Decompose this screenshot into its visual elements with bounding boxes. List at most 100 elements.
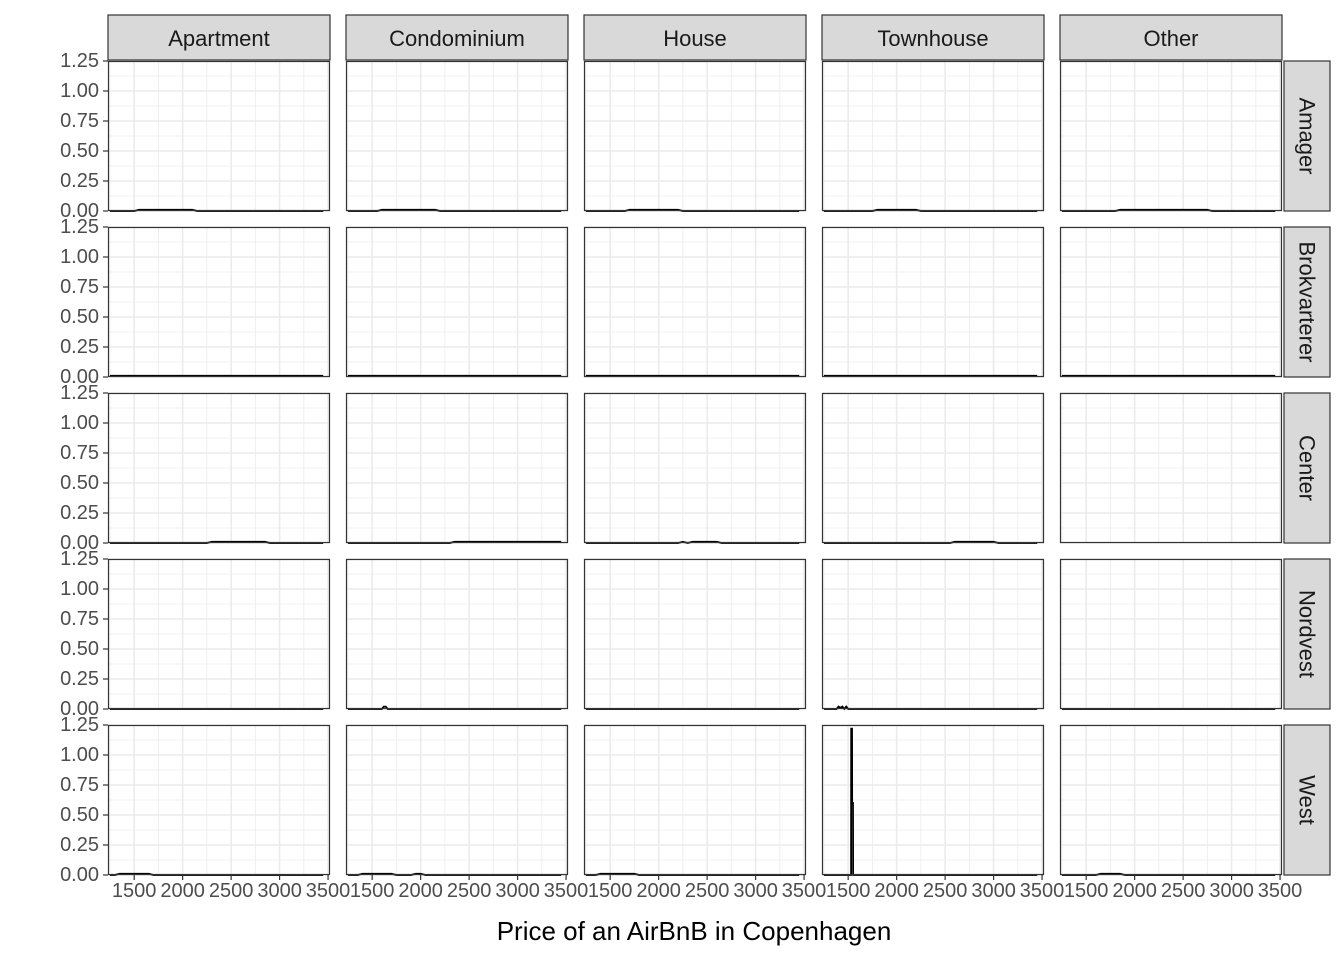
row-strip-label: West — [1295, 775, 1320, 825]
x-tick-label: 1500 — [1064, 880, 1109, 902]
panel-border — [1059, 558, 1283, 710]
panel-other-amager — [1059, 60, 1283, 212]
y-tick-label: 0.75 — [60, 608, 99, 630]
y-tick-label: 1.25 — [60, 382, 99, 404]
x-tick-label: 3000 — [971, 880, 1016, 902]
y-tick-label: 1.00 — [60, 578, 99, 600]
axis-layer: 0.000.250.500.751.001.250.000.250.500.75… — [60, 50, 1302, 902]
x-tick-label: 3500 — [782, 880, 827, 902]
x-tick-label: 2500 — [209, 880, 254, 902]
column-strip-background — [107, 14, 331, 61]
panel-border — [1059, 392, 1283, 544]
y-tick-label: 0.75 — [60, 442, 99, 464]
x-tick-label: 1500 — [588, 880, 633, 902]
panel-other-nordvest — [1059, 558, 1283, 710]
row-strip-background — [1283, 558, 1331, 710]
x-tick-label: 2500 — [923, 880, 968, 902]
panel-border — [107, 60, 331, 212]
panel-house-brokvarterer — [583, 226, 807, 378]
x-tick-label: 1500 — [350, 880, 395, 902]
x-tick-label: 2500 — [685, 880, 730, 902]
y-tick-label: 0.75 — [60, 774, 99, 796]
column-strip-condominium: Condominium — [345, 14, 569, 61]
panel-condominium-amager — [345, 60, 569, 212]
y-tick-label: 0.50 — [60, 638, 99, 660]
x-tick-label: 3500 — [544, 880, 589, 902]
panel-apartment-west — [107, 724, 331, 876]
panel-border — [107, 558, 331, 710]
y-tick-label: 0.50 — [60, 140, 99, 162]
y-tick-label: 0.50 — [60, 306, 99, 328]
y-tick-label: 0.25 — [60, 336, 99, 358]
panel-border — [1059, 60, 1283, 212]
panel-border — [107, 724, 331, 876]
panel-house-west — [583, 724, 807, 876]
panel-other-center — [1059, 392, 1283, 544]
panel-townhouse-amager — [821, 60, 1045, 212]
y-tick-label: 0.00 — [60, 366, 99, 388]
panel-border — [821, 226, 1045, 378]
x-tick-label: 2500 — [1161, 880, 1206, 902]
panel-townhouse-nordvest — [821, 558, 1045, 711]
column-strip-label: Apartment — [168, 26, 270, 51]
y-tick-label: 1.25 — [60, 548, 99, 570]
row-strip-background — [1283, 392, 1331, 544]
panel-condominium-west — [345, 724, 569, 876]
panel-border — [1059, 226, 1283, 378]
x-tick-label: 2000 — [1112, 880, 1157, 902]
x-tick-label: 2500 — [447, 880, 492, 902]
panel-apartment-center — [107, 392, 331, 544]
column-strip-background — [583, 14, 807, 61]
y-tick-label: 0.00 — [60, 698, 99, 720]
panel-border — [107, 226, 331, 378]
y-tick-label: 1.25 — [60, 216, 99, 238]
y-tick-label: 1.25 — [60, 714, 99, 736]
row-strip-label: Center — [1295, 435, 1320, 501]
y-tick-label: 0.25 — [60, 170, 99, 192]
panel-townhouse-center — [821, 392, 1045, 544]
x-tick-label: 2000 — [636, 880, 681, 902]
panel-border — [345, 392, 569, 544]
y-tick-label: 1.25 — [60, 50, 99, 72]
row-strip-label: Amager — [1295, 97, 1320, 174]
row-strip-label: Nordvest — [1295, 590, 1320, 678]
y-tick-label: 0.25 — [60, 668, 99, 690]
column-strip-label: Townhouse — [877, 26, 988, 51]
panel-condominium-nordvest — [345, 558, 569, 710]
panel-apartment-brokvarterer — [107, 226, 331, 378]
x-tick-label: 3000 — [495, 880, 540, 902]
panel-house-center — [583, 392, 807, 544]
panel-border — [821, 558, 1045, 710]
y-tick-label: 1.00 — [60, 80, 99, 102]
panel-other-west — [1059, 724, 1283, 876]
panel-house-amager — [583, 60, 807, 212]
y-tick-label: 0.50 — [60, 804, 99, 826]
row-strip-nordvest: Nordvest — [1283, 558, 1331, 710]
x-tick-label: 2000 — [160, 880, 205, 902]
column-strip-label: House — [663, 26, 727, 51]
panel-border — [583, 558, 807, 710]
panel-border — [345, 558, 569, 710]
x-tick-label: 3000 — [1209, 880, 1254, 902]
panel-border — [583, 60, 807, 212]
column-strip-background — [821, 14, 1045, 61]
column-strip-apartment: Apartment — [107, 14, 331, 61]
x-tick-label: 3000 — [257, 880, 302, 902]
x-axis-title: Price of an AirBnB in Copenhagen — [497, 916, 892, 946]
x-tick-label: 1500 — [112, 880, 157, 902]
column-strip-other: Other — [1059, 14, 1283, 61]
panel-border — [583, 392, 807, 544]
panel-border — [583, 226, 807, 378]
y-tick-label: 1.00 — [60, 412, 99, 434]
density-line-townhouse-west — [823, 727, 1038, 876]
x-tick-label: 3500 — [1258, 880, 1303, 902]
y-tick-label: 0.25 — [60, 834, 99, 856]
panels-layer: Amager Brokvarterer Center Nordvest West Apar… — [107, 14, 1331, 876]
y-tick-label: 0.00 — [60, 864, 99, 886]
column-strip-background — [345, 14, 569, 61]
column-strip-label: Other — [1143, 26, 1198, 51]
x-tick-label: 2000 — [874, 880, 919, 902]
panel-apartment-amager — [107, 60, 331, 212]
panel-townhouse-west — [821, 724, 1045, 876]
